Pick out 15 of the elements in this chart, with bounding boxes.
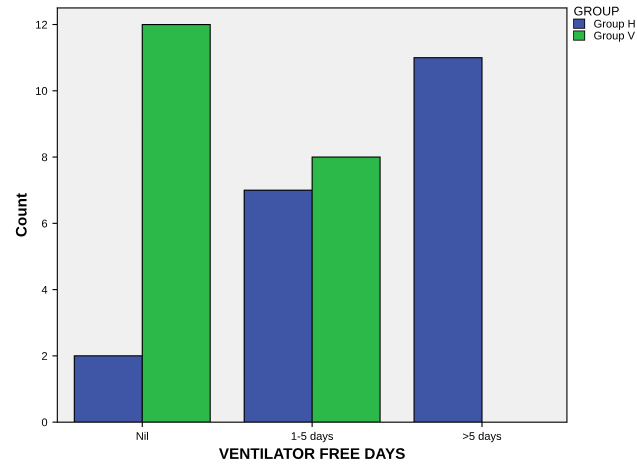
y-tick-label: 6	[42, 220, 48, 228]
x-axis-title: VENTILATOR FREE DAYS	[218, 448, 405, 459]
y-tick-label: 8	[42, 153, 48, 162]
x-tick-label: Nil	[136, 432, 148, 440]
legend-label: Group H	[594, 20, 635, 30]
y-tick-label: 2	[42, 352, 48, 360]
legend-title: GROUP	[574, 6, 619, 16]
y-axis-title: Count	[16, 193, 27, 236]
x-tick-label: 1-5 days	[292, 432, 334, 442]
y-tick-label: 0	[42, 418, 48, 426]
legend-label: Group V	[594, 32, 635, 42]
x-tick-label: >5 days	[462, 432, 502, 442]
y-tick-label: 12	[36, 20, 48, 29]
y-tick-label: 4	[42, 286, 48, 294]
y-tick-label: 10	[36, 87, 48, 95]
